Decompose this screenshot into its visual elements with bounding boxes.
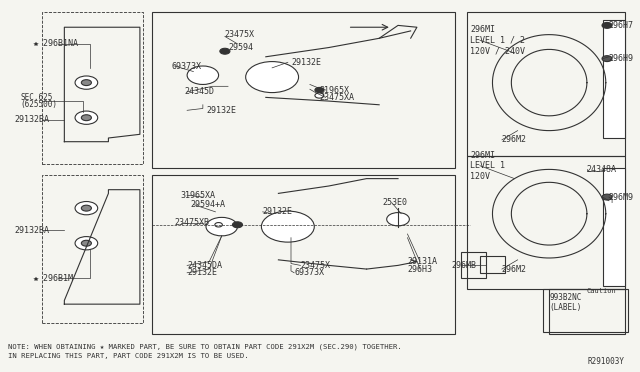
Circle shape: [261, 211, 314, 242]
Text: 23475X: 23475X: [225, 30, 255, 39]
Circle shape: [315, 93, 324, 98]
Text: (625500): (625500): [20, 100, 57, 109]
Text: 29594+A: 29594+A: [190, 200, 225, 209]
Circle shape: [75, 237, 98, 250]
Text: ★ 296B1M: ★ 296B1M: [33, 274, 73, 283]
Text: 296MI
LEVEL 1
120V: 296MI LEVEL 1 120V: [470, 151, 506, 180]
Text: IN REPLACING THIS PART, PART CODE 291X2M IS TO BE USED.: IN REPLACING THIS PART, PART CODE 291X2M…: [8, 353, 248, 359]
Text: 29132BA: 29132BA: [14, 115, 49, 124]
Circle shape: [81, 205, 92, 211]
Text: 23475X: 23475X: [300, 261, 330, 270]
Circle shape: [602, 194, 612, 200]
Text: 296MI
LEVEL 1 / 2
120V / 240V: 296MI LEVEL 1 / 2 120V / 240V: [470, 25, 525, 55]
Text: 29132E: 29132E: [291, 58, 321, 67]
Circle shape: [220, 48, 230, 54]
Text: 24348A: 24348A: [587, 165, 617, 174]
Text: 23475XB: 23475XB: [175, 218, 209, 227]
Text: 24345DA: 24345DA: [187, 261, 222, 270]
Text: 296MB: 296MB: [452, 261, 477, 270]
Circle shape: [602, 56, 612, 62]
Text: 296M9: 296M9: [609, 193, 634, 202]
Text: ★: ★: [33, 274, 38, 283]
Circle shape: [206, 217, 237, 236]
Text: 29132BA: 29132BA: [14, 226, 49, 235]
Circle shape: [81, 240, 92, 246]
Text: NOTE: WHEN OBTAINING ★ MARKED PART, BE SURE TO OBTAIN PART CODE 291X2M (SEC.290): NOTE: WHEN OBTAINING ★ MARKED PART, BE S…: [8, 343, 401, 350]
Text: 29132E: 29132E: [206, 106, 236, 115]
Text: 31965X: 31965X: [319, 86, 349, 94]
Text: 253E0: 253E0: [382, 198, 407, 207]
Text: 296H3: 296H3: [408, 264, 433, 273]
Text: R291003Y: R291003Y: [588, 357, 625, 366]
Text: 296H7: 296H7: [609, 21, 634, 30]
Polygon shape: [603, 167, 625, 286]
Circle shape: [81, 115, 92, 121]
Text: 29132E: 29132E: [187, 268, 217, 277]
Text: 296M2: 296M2: [502, 135, 527, 144]
Text: 31965XA: 31965XA: [181, 191, 216, 200]
Text: 29594: 29594: [228, 43, 253, 52]
Text: 24345D: 24345D: [184, 87, 214, 96]
Text: 993B2NC
(LABEL): 993B2NC (LABEL): [549, 293, 582, 312]
Text: 29132E: 29132E: [262, 207, 292, 217]
Text: 69373X: 69373X: [172, 61, 202, 71]
Polygon shape: [603, 20, 625, 138]
Circle shape: [75, 111, 98, 124]
Text: ★ 296B1NA: ★ 296B1NA: [33, 39, 78, 48]
Text: 69373X: 69373X: [294, 268, 324, 277]
Circle shape: [75, 76, 98, 89]
Text: Caution: Caution: [587, 288, 617, 294]
Text: 296M2: 296M2: [502, 264, 527, 273]
Circle shape: [246, 62, 298, 93]
Circle shape: [75, 202, 98, 215]
Circle shape: [387, 212, 410, 226]
Text: 23475XA: 23475XA: [319, 93, 355, 102]
Text: SEC.625: SEC.625: [20, 93, 52, 102]
Circle shape: [215, 222, 222, 227]
Circle shape: [81, 80, 92, 86]
Circle shape: [232, 222, 243, 228]
Circle shape: [315, 87, 324, 93]
Text: 296H9: 296H9: [609, 54, 634, 63]
Circle shape: [187, 66, 219, 84]
Text: 29131A: 29131A: [408, 257, 438, 266]
Circle shape: [602, 22, 612, 28]
Text: ★: ★: [33, 39, 38, 48]
